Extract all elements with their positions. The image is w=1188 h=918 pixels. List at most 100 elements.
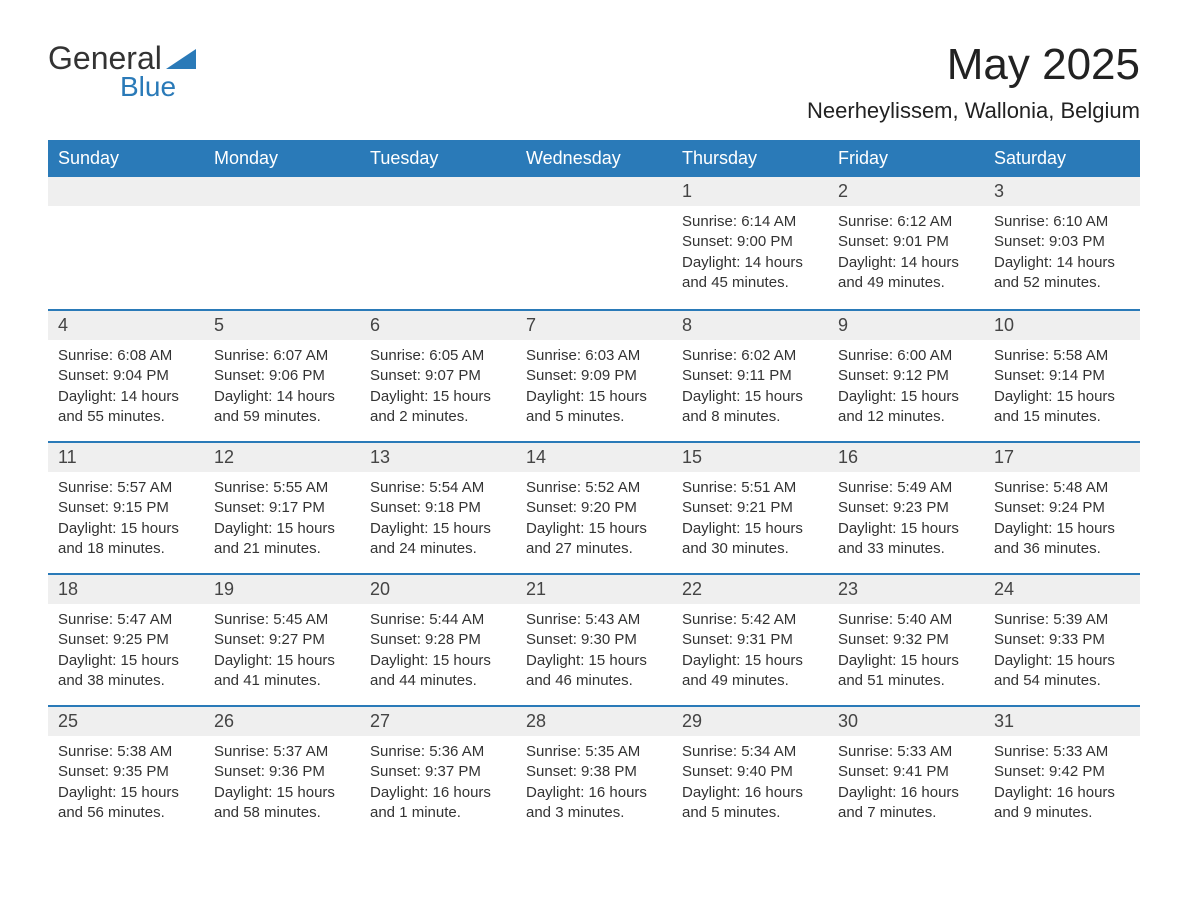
calendar-day-cell: 30Sunrise: 5:33 AMSunset: 9:41 PMDayligh… xyxy=(828,705,984,837)
day-daylight: Daylight: 14 hours and 59 minutes. xyxy=(214,387,350,428)
day-sunset: Sunset: 9:07 PM xyxy=(370,366,506,386)
calendar-week-row: 18 Sunrise: 5:47 AMSunset: 9:25 PM Dayligh… xyxy=(48,573,1140,705)
weekday-header: Friday xyxy=(828,140,984,177)
day-daylight: Daylight: 15 hours and 44 minutes. xyxy=(370,651,506,692)
day-details: Sunrise: 6:02 AMSunset: 9:11 PMDaylight:… xyxy=(672,340,828,427)
day-number-bar: 10 xyxy=(984,309,1140,340)
day-sunrise: Sunrise: 5:43 AM xyxy=(526,610,662,630)
day-sunrise: Sunrise: 5:42 AM xyxy=(682,610,818,630)
day-details: Sunrise: 5:57 AMSunset: 9:15 PMDaylight:… xyxy=(48,472,204,559)
day-number-bar: 14 xyxy=(516,441,672,472)
day-daylight: Daylight: 14 hours and 52 minutes. xyxy=(994,253,1130,294)
calendar-day-cell: 5Sunrise: 6:07 AMSunset: 9:06 PMDaylight… xyxy=(204,309,360,441)
day-sunset: Sunset: 9:33 PM xyxy=(994,630,1130,650)
day-details: Sunrise: 5:51 AMSunset: 9:21 PMDaylight:… xyxy=(672,472,828,559)
day-daylight: Daylight: 14 hours and 49 minutes. xyxy=(838,253,974,294)
calendar-day-cell: 15Sunrise: 5:51 AMSunset: 9:21 PMDayligh… xyxy=(672,441,828,573)
calendar-day-cell: 27Sunrise: 5:36 AMSunset: 9:37 PMDayligh… xyxy=(360,705,516,837)
logo-text-blue: Blue xyxy=(120,71,176,103)
weekday-header-row: SundayMondayTuesdayWednesdayThursdayFrid… xyxy=(48,140,1140,177)
day-sunset: Sunset: 9:40 PM xyxy=(682,762,818,782)
calendar-day-cell: 19Sunrise: 5:45 AMSunset: 9:27 PMDayligh… xyxy=(204,573,360,705)
calendar-week-row: 11Sunrise: 5:57 AMSunset: 9:15 PMDayligh… xyxy=(48,441,1140,573)
day-sunset: Sunset: 9:36 PM xyxy=(214,762,350,782)
day-details: Sunrise: 5:49 AMSunset: 9:23 PMDaylight:… xyxy=(828,472,984,559)
day-number-bar: 12 xyxy=(204,441,360,472)
day-sunset: Sunset: 9:21 PM xyxy=(682,498,818,518)
day-sunset: Sunset: 9:06 PM xyxy=(214,366,350,386)
day-daylight: Daylight: 15 hours and 46 minutes. xyxy=(526,651,662,692)
weekday-header: Wednesday xyxy=(516,140,672,177)
day-number-bar: 2 xyxy=(828,177,984,206)
day-details: Sunrise: 5:37 AMSunset: 9:36 PMDaylight:… xyxy=(204,736,360,823)
day-sunset: Sunset: 9:12 PM xyxy=(838,366,974,386)
calendar-day-cell: 28Sunrise: 5:35 AMSunset: 9:38 PMDayligh… xyxy=(516,705,672,837)
day-sunrise: Sunrise: 6:10 AM xyxy=(994,212,1130,232)
day-number-bar: 5 xyxy=(204,309,360,340)
day-sunrise: Sunrise: 5:55 AM xyxy=(214,478,350,498)
day-sunset: Sunset: 9:15 PM xyxy=(58,498,194,518)
day-daylight: Daylight: 15 hours and 24 minutes. xyxy=(370,519,506,560)
day-sunset: Sunset: 9:42 PM xyxy=(994,762,1130,782)
calendar-body: 1Sunrise: 6:14 AMSunset: 9:00 PMDaylight… xyxy=(48,177,1140,837)
day-daylight: Daylight: 15 hours and 18 minutes. xyxy=(58,519,194,560)
day-details: Sunrise: 6:05 AMSunset: 9:07 PMDaylight:… xyxy=(360,340,516,427)
weekday-header: Saturday xyxy=(984,140,1140,177)
day-details: Sunrise: 5:43 AMSunset: 9:30 PMDaylight:… xyxy=(516,604,672,691)
day-sunset: Sunset: 9:20 PM xyxy=(526,498,662,518)
calendar-week-row: 4Sunrise: 6:08 AMSunset: 9:04 PMDaylight… xyxy=(48,309,1140,441)
day-sunrise: Sunrise: 5:47 AM xyxy=(58,610,194,630)
calendar-day-cell: 22Sunrise: 5:42 AMSunset: 9:31 PMDayligh… xyxy=(672,573,828,705)
day-sunset: Sunset: 9:41 PM xyxy=(838,762,974,782)
calendar-day-cell: 26Sunrise: 5:37 AMSunset: 9:36 PMDayligh… xyxy=(204,705,360,837)
day-details: Sunrise: 5:36 AMSunset: 9:37 PMDaylight:… xyxy=(360,736,516,823)
day-sunset: Sunset: 9:25 PM xyxy=(58,630,194,650)
day-sunset: Sunset: 9:00 PM xyxy=(682,232,818,252)
day-sunrise: Sunrise: 6:02 AM xyxy=(682,346,818,366)
day-details: Sunrise: 5:44 AMSunset: 9:28 PMDaylight:… xyxy=(360,604,516,691)
day-daylight: Daylight: 15 hours and 41 minutes. xyxy=(214,651,350,692)
day-daylight: Daylight: 15 hours and 36 minutes. xyxy=(994,519,1130,560)
logo-triangle-icon xyxy=(166,49,196,69)
day-daylight: Daylight: 15 hours and 56 minutes. xyxy=(58,783,194,824)
day-number-bar: 24 xyxy=(984,573,1140,604)
day-number-bar: 8 xyxy=(672,309,828,340)
calendar-day-cell: 11Sunrise: 5:57 AMSunset: 9:15 PMDayligh… xyxy=(48,441,204,573)
day-sunrise: Sunrise: 5:38 AM xyxy=(58,742,194,762)
calendar-day-cell: 23Sunrise: 5:40 AMSunset: 9:32 PMDayligh… xyxy=(828,573,984,705)
day-number-bar xyxy=(48,177,204,206)
day-details: Sunrise: 5:33 AMSunset: 9:42 PMDaylight:… xyxy=(984,736,1140,823)
day-number-bar: 19 xyxy=(204,573,360,604)
day-details: Sunrise: 5:58 AMSunset: 9:14 PMDaylight:… xyxy=(984,340,1140,427)
day-daylight: Daylight: 15 hours and 12 minutes. xyxy=(838,387,974,428)
location-text: Neerheylissem, Wallonia, Belgium xyxy=(807,98,1140,124)
day-sunset: Sunset: 9:11 PM xyxy=(682,366,818,386)
day-daylight: Daylight: 15 hours and 51 minutes. xyxy=(838,651,974,692)
day-sunset: Sunset: 9:18 PM xyxy=(370,498,506,518)
title-block: May 2025 Neerheylissem, Wallonia, Belgiu… xyxy=(807,40,1140,124)
day-sunrise: Sunrise: 5:45 AM xyxy=(214,610,350,630)
day-sunset: Sunset: 9:28 PM xyxy=(370,630,506,650)
day-number-bar: 17 xyxy=(984,441,1140,472)
calendar-day-cell: 25Sunrise: 5:38 AMSunset: 9:35 PMDayligh… xyxy=(48,705,204,837)
day-sunrise: Sunrise: 6:14 AM xyxy=(682,212,818,232)
day-details: Sunrise: 6:10 AMSunset: 9:03 PMDaylight:… xyxy=(984,206,1140,293)
day-daylight: Daylight: 15 hours and 21 minutes. xyxy=(214,519,350,560)
day-details: Sunrise: 6:00 AMSunset: 9:12 PMDaylight:… xyxy=(828,340,984,427)
day-number-bar: 29 xyxy=(672,705,828,736)
day-number-bar: 18 xyxy=(48,573,204,604)
day-number-bar: 26 xyxy=(204,705,360,736)
calendar-day-cell xyxy=(516,177,672,309)
day-number-bar: 20 xyxy=(360,573,516,604)
day-sunrise: Sunrise: 6:12 AM xyxy=(838,212,974,232)
weekday-header: Sunday xyxy=(48,140,204,177)
day-sunrise: Sunrise: 5:57 AM xyxy=(58,478,194,498)
day-details: Sunrise: 5:39 AMSunset: 9:33 PMDaylight:… xyxy=(984,604,1140,691)
day-sunrise: Sunrise: 5:49 AM xyxy=(838,478,974,498)
calendar-day-cell: 17Sunrise: 5:48 AMSunset: 9:24 PMDayligh… xyxy=(984,441,1140,573)
day-details: Sunrise: 5:34 AMSunset: 9:40 PMDaylight:… xyxy=(672,736,828,823)
day-daylight: Daylight: 16 hours and 9 minutes. xyxy=(994,783,1130,824)
calendar-day-cell: 4Sunrise: 6:08 AMSunset: 9:04 PMDaylight… xyxy=(48,309,204,441)
day-number-bar: 27 xyxy=(360,705,516,736)
day-sunset: Sunset: 9:09 PM xyxy=(526,366,662,386)
